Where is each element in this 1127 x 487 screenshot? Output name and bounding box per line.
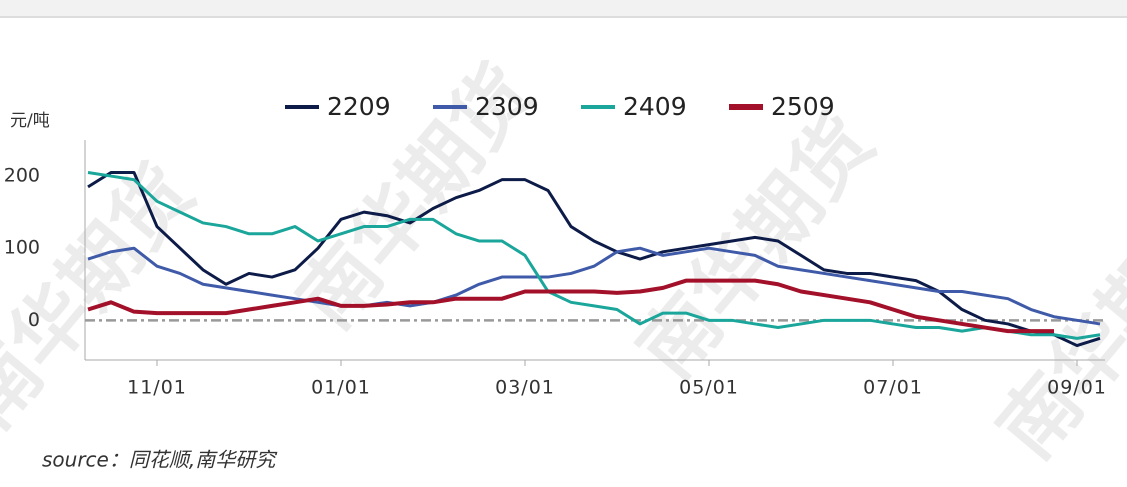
x-tick-label: 01/01 — [311, 377, 371, 399]
x-tick-label: 09/01 — [1047, 377, 1107, 399]
series-line — [87, 246, 1101, 326]
legend-label: 2509 — [771, 92, 835, 121]
x-tick-label: 07/01 — [863, 377, 923, 399]
legend-label: 2209 — [327, 92, 391, 121]
legend-label: 2409 — [623, 92, 687, 121]
series-line — [87, 170, 1101, 340]
watermark: 南华期货 — [622, 99, 892, 396]
series-line — [87, 170, 1101, 348]
y-tick-label: 200 — [4, 165, 40, 187]
top-bar — [0, 0, 1127, 17]
x-tick-label: 11/01 — [127, 377, 187, 399]
y-tick-label: 0 — [28, 309, 40, 331]
source: source：同花顺,南华研究 — [42, 448, 278, 472]
legend-label: 2309 — [475, 92, 539, 121]
series-line — [87, 278, 1054, 334]
watermark: 南华期货 — [0, 149, 211, 446]
y-axis-label: 元/吨 — [10, 111, 50, 131]
x-tick-label: 03/01 — [495, 377, 555, 399]
y-tick-label: 100 — [4, 237, 40, 259]
x-tick-label: 05/01 — [679, 377, 739, 399]
watermark: 南华期货 — [982, 179, 1127, 476]
